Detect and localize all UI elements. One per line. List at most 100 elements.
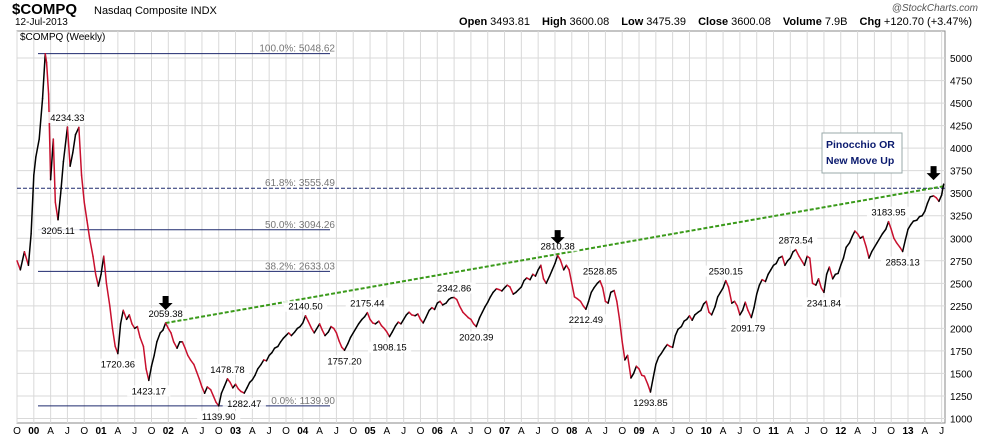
price-segment xyxy=(83,201,88,221)
price-segment xyxy=(209,388,215,397)
x-tick-label: J xyxy=(132,426,137,437)
value-annotation: 2341.84 xyxy=(807,298,841,309)
price-segment xyxy=(714,296,719,308)
close-label: Close xyxy=(698,16,729,28)
price-segment xyxy=(41,52,46,100)
x-tick-label: J xyxy=(199,426,204,437)
price-segment xyxy=(719,287,724,294)
symbol-title: $COMPQ xyxy=(12,1,78,18)
close-value: 3600.08 xyxy=(731,16,771,28)
price-segment xyxy=(35,138,40,158)
price-segment xyxy=(607,291,612,304)
annotation-bg xyxy=(36,224,80,236)
price-segment xyxy=(388,331,393,338)
price-segment xyxy=(545,275,551,285)
price-segment xyxy=(122,309,128,321)
price-segment xyxy=(845,242,851,249)
value-annotation: 2175.44 xyxy=(350,299,384,310)
annotation-bg xyxy=(367,341,412,353)
price-segment xyxy=(47,93,52,181)
price-segment xyxy=(357,318,363,325)
price-segment xyxy=(489,291,494,298)
price-segment xyxy=(277,341,282,348)
price-segment xyxy=(775,257,780,265)
price-segment xyxy=(150,354,155,367)
price-segment xyxy=(789,251,794,259)
high-value: 3600.08 xyxy=(569,16,610,28)
price-segment xyxy=(302,315,307,324)
price-segment xyxy=(304,315,309,322)
value-annotation: 1720.36 xyxy=(101,360,135,371)
price-segment xyxy=(674,328,679,337)
price-segment xyxy=(181,341,186,349)
callout-text: Pinocchio OR xyxy=(826,139,895,151)
price-segment xyxy=(865,246,870,259)
price-segment xyxy=(733,300,738,307)
price-segment xyxy=(102,255,108,285)
chg-value: +120.70 (+3.47%) xyxy=(883,16,972,28)
price-segment xyxy=(57,192,62,221)
price-segment xyxy=(587,291,593,303)
fibonacci-layer: 100.0%: 5048.62 61.8%: 3555.49 50.0%: 3094… xyxy=(17,44,945,407)
price-segment xyxy=(851,230,856,238)
annotation-bg xyxy=(432,282,476,294)
annotation-bg xyxy=(881,256,925,268)
x-tick-label: J xyxy=(334,426,339,437)
price-segment xyxy=(716,291,722,298)
x-tick-label: 00 xyxy=(28,426,40,437)
fib-level-label: 100.0%: 5048.62 xyxy=(259,44,335,55)
value-annotation: 1139.90 xyxy=(202,412,236,423)
x-tick-label: 05 xyxy=(364,426,376,437)
price-segment xyxy=(422,316,427,324)
price-segment xyxy=(131,323,136,330)
price-segment xyxy=(758,278,763,286)
x-tick-label: J xyxy=(401,426,406,437)
price-segment xyxy=(559,259,565,271)
x-tick-label: 02 xyxy=(163,426,175,437)
value-annotation: 1478.78 xyxy=(210,365,244,376)
price-segment xyxy=(94,273,100,287)
price-segment xyxy=(904,228,909,241)
value-annotation: 2530.15 xyxy=(709,267,743,278)
price-segment xyxy=(823,273,828,294)
price-segment xyxy=(139,336,145,348)
price-segment xyxy=(290,331,296,337)
x-tick-label: A xyxy=(585,426,592,437)
x-tick-label: A xyxy=(182,426,189,437)
annotation-bg xyxy=(866,206,911,218)
x-tick-label: 04 xyxy=(297,426,309,437)
price-segment xyxy=(193,363,198,373)
value-annotation: 2059.38 xyxy=(148,309,182,320)
price-segment xyxy=(142,345,147,370)
price-segment xyxy=(136,325,141,339)
x-tick-label: 07 xyxy=(499,426,511,437)
y-tick-label: 4500 xyxy=(950,99,973,110)
price-segment xyxy=(509,286,515,295)
price-segment xyxy=(433,302,439,311)
price-segment xyxy=(162,322,167,331)
price-segment xyxy=(386,331,391,338)
price-segment xyxy=(105,282,111,307)
price-segment xyxy=(626,354,632,379)
value-annotation: 1908.15 xyxy=(372,343,406,354)
x-tick-label: 13 xyxy=(902,426,914,437)
price-segment xyxy=(27,233,32,267)
price-segment xyxy=(599,280,604,289)
x-tick-label: A xyxy=(921,426,928,437)
y-tick-label: 3750 xyxy=(950,167,973,178)
price-segment xyxy=(632,365,638,375)
price-segment xyxy=(456,298,461,307)
price-segment xyxy=(868,251,873,259)
price-segment xyxy=(318,323,324,331)
price-segment xyxy=(881,228,887,235)
price-segment xyxy=(391,324,397,333)
price-segment xyxy=(307,320,313,330)
price-segment xyxy=(145,368,150,382)
price-segment xyxy=(901,239,907,253)
price-segment xyxy=(562,264,568,271)
annotation-bg xyxy=(144,308,188,320)
x-tick-label: O xyxy=(282,426,290,437)
y-tick-label: 3500 xyxy=(950,189,973,200)
price-segment xyxy=(842,246,847,259)
